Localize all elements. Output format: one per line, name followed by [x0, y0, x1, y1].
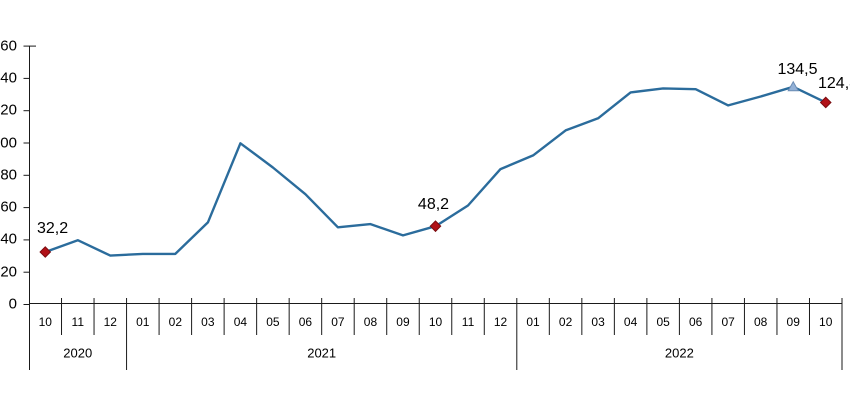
month-label: 05	[656, 315, 670, 329]
marker-diamond-icon	[819, 96, 832, 109]
month-label: 03	[591, 315, 605, 329]
month-label: 09	[396, 315, 410, 329]
y-tick-label: 120	[0, 101, 17, 119]
month-label: 02	[558, 315, 573, 329]
year-label: 2022	[664, 345, 694, 360]
y-tick-label: 80	[0, 166, 17, 184]
month-label: 10	[428, 315, 443, 329]
month-label: 10	[819, 315, 833, 329]
year-label: 2020	[63, 345, 93, 360]
month-label: 06	[298, 315, 313, 329]
y-tick-label: 40	[0, 230, 17, 248]
y-tick-label: 20	[0, 263, 17, 281]
y-tick-label: 160	[0, 37, 17, 55]
month-label: 11	[461, 315, 475, 329]
data-point-value-label: 32,2	[37, 220, 69, 237]
marker-triangle-icon	[787, 80, 800, 92]
year-label: 2021	[307, 345, 337, 360]
data-point-value-label: 48,2	[417, 196, 450, 213]
month-label: 01	[526, 315, 540, 329]
month-label: 07	[331, 315, 345, 329]
month-label: 03	[201, 315, 215, 329]
month-label: 05	[266, 315, 280, 329]
month-label: 12	[493, 315, 508, 329]
data-point-value-label: 124,8	[818, 75, 850, 92]
y-tick-label: 0	[8, 295, 17, 313]
month-label: 11	[71, 315, 84, 329]
month-label: 10	[38, 315, 52, 329]
month-label: 08	[363, 315, 378, 329]
month-label: 04	[623, 315, 638, 329]
marker-diamond-icon	[429, 220, 442, 233]
y-tick-label: 100	[0, 134, 17, 151]
marker-diamond-icon	[39, 246, 52, 258]
month-label: 08	[754, 315, 768, 329]
month-label: 07	[721, 315, 735, 329]
y-tick-label: 140	[0, 69, 17, 87]
month-label: 02	[168, 315, 183, 329]
y-tick-label: 60	[0, 198, 17, 216]
month-label: 09	[786, 315, 800, 329]
month-label: 04	[233, 315, 248, 329]
month-label: 01	[136, 315, 150, 329]
month-label: 12	[103, 315, 117, 329]
month-label: 06	[688, 315, 703, 329]
data-point-value-label: 134,5	[777, 60, 818, 78]
